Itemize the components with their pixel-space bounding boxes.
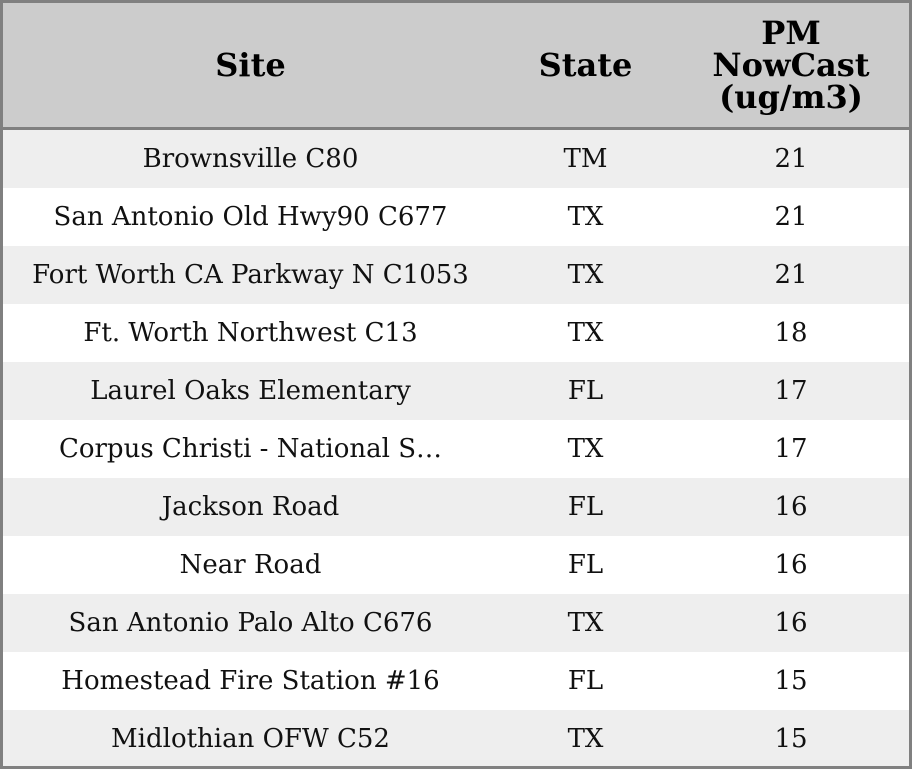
- cell-state: TX: [498, 594, 673, 652]
- column-header-site: Site: [3, 3, 498, 130]
- cell-pm-nowcast: 15: [673, 710, 909, 766]
- table-row: Ft. Worth Northwest C13 TX 18: [3, 304, 909, 362]
- cell-pm-nowcast: 16: [673, 478, 909, 536]
- header-row: Site State PM NowCast (ug/m3): [3, 3, 909, 130]
- table-row: San Antonio Old Hwy90 C677 TX 21: [3, 188, 909, 246]
- cell-state: FL: [498, 652, 673, 710]
- cell-state: FL: [498, 478, 673, 536]
- cell-site: Jackson Road: [3, 478, 498, 536]
- table-row: Corpus Christi - National S… TX 17: [3, 420, 909, 478]
- cell-pm-nowcast: 21: [673, 128, 909, 188]
- cell-site: San Antonio Palo Alto C676: [3, 594, 498, 652]
- cell-site: Fort Worth CA Parkway N C1053: [3, 246, 498, 304]
- cell-state: TX: [498, 304, 673, 362]
- table-row: San Antonio Palo Alto C676 TX 16: [3, 594, 909, 652]
- table-row: Near Road FL 16: [3, 536, 909, 594]
- table-row: Fort Worth CA Parkway N C1053 TX 21: [3, 246, 909, 304]
- column-header-pm-line-3: (ug/m3): [719, 78, 863, 116]
- cell-site: Homestead Fire Station #16: [3, 652, 498, 710]
- data-table: Site State PM NowCast (ug/m3) Brownsvill…: [3, 3, 909, 766]
- cell-state: TX: [498, 246, 673, 304]
- cell-site: San Antonio Old Hwy90 C677: [3, 188, 498, 246]
- table-header: Site State PM NowCast (ug/m3): [3, 3, 909, 130]
- cell-site: Brownsville C80: [3, 128, 498, 188]
- column-header-state: State: [498, 3, 673, 130]
- cell-state: TX: [498, 188, 673, 246]
- cell-site: Ft. Worth Northwest C13: [3, 304, 498, 362]
- cell-state: FL: [498, 536, 673, 594]
- column-header-pm-line-2: NowCast: [712, 46, 870, 84]
- cell-pm-nowcast: 21: [673, 188, 909, 246]
- table-row: Midlothian OFW C52 TX 15: [3, 710, 909, 766]
- column-header-pm-line-1: PM: [761, 14, 821, 52]
- cell-site: Laurel Oaks Elementary: [3, 362, 498, 420]
- cell-state: FL: [498, 362, 673, 420]
- cell-pm-nowcast: 17: [673, 362, 909, 420]
- cell-pm-nowcast: 17: [673, 420, 909, 478]
- cell-pm-nowcast: 21: [673, 246, 909, 304]
- table-row: Jackson Road FL 16: [3, 478, 909, 536]
- column-header-pm-nowcast: PM NowCast (ug/m3): [673, 3, 909, 130]
- cell-state: TX: [498, 710, 673, 766]
- cell-site: Midlothian OFW C52: [3, 710, 498, 766]
- cell-pm-nowcast: 18: [673, 304, 909, 362]
- table-row: Laurel Oaks Elementary FL 17: [3, 362, 909, 420]
- table-body: Brownsville C80 TM 21 San Antonio Old Hwy90…: [3, 128, 909, 766]
- cell-pm-nowcast: 16: [673, 536, 909, 594]
- cell-state: TX: [498, 420, 673, 478]
- table-row: Brownsville C80 TM 21: [3, 128, 909, 188]
- cell-pm-nowcast: 16: [673, 594, 909, 652]
- cell-site: Corpus Christi - National S…: [3, 420, 498, 478]
- cell-pm-nowcast: 15: [673, 652, 909, 710]
- table-row: Homestead Fire Station #16 FL 15: [3, 652, 909, 710]
- cell-state: TM: [498, 128, 673, 188]
- cell-site: Near Road: [3, 536, 498, 594]
